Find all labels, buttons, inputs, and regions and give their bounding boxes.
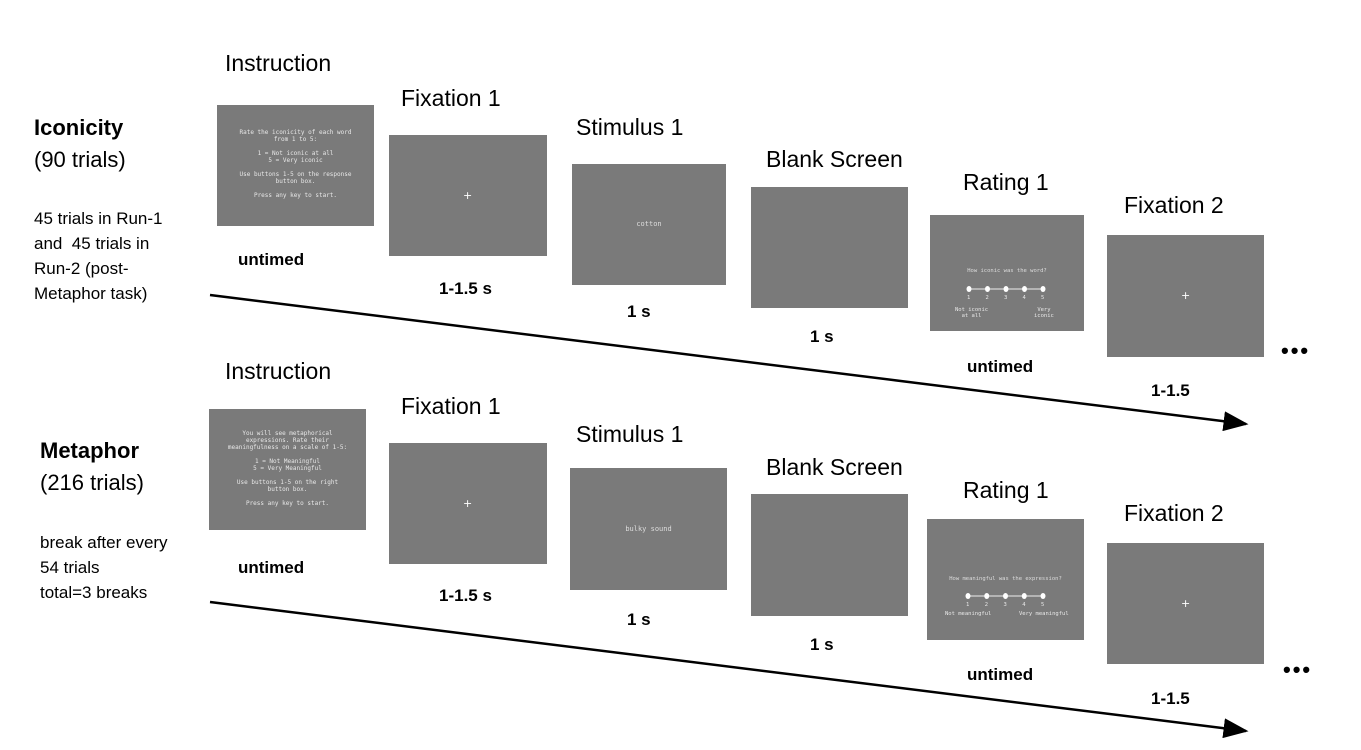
- metaphor-fixation1-duration: 1-1.5 s: [439, 586, 492, 605]
- iconicity-fixation1-title: Fixation 1: [401, 85, 501, 111]
- metaphor-stimulus1-title: Stimulus 1: [576, 421, 684, 447]
- metaphor-ellipsis: •••: [1283, 657, 1313, 682]
- iconicity-instruction-duration: untimed: [238, 250, 305, 269]
- iconicity-instruction-text: Rate the iconicity of each word from 1 t…: [239, 129, 352, 199]
- metaphor-note: break after every 54 trials total=3 brea…: [40, 533, 168, 602]
- scale-low-label: Not iconic at all: [955, 307, 989, 319]
- metaphor-instruction-text: You will see metaphorical expressions. R…: [227, 430, 348, 507]
- iconicity-stimulus1-title: Stimulus 1: [576, 114, 684, 140]
- metaphor-blank-duration: 1 s: [810, 635, 834, 654]
- metaphor-rating1-title: Rating 1: [963, 477, 1049, 503]
- metaphor-fixation2-title: Fixation 2: [1124, 500, 1224, 526]
- metaphor-fixation2-duration: 1-1.5: [1151, 689, 1190, 708]
- metaphor-rating1-duration: untimed: [967, 665, 1034, 684]
- fixation-cross-icon: +: [463, 497, 473, 510]
- metaphor-fixation1-screen: +: [389, 443, 547, 564]
- metaphor-rating1-screen: How meaningful was the expression? 1 2 3…: [927, 519, 1084, 640]
- iconicity-instruction-title: Instruction: [225, 50, 332, 76]
- iconicity-instruction-screen: Rate the iconicity of each word from 1 t…: [217, 105, 374, 226]
- iconicity-fixation1-duration: 1-1.5 s: [439, 279, 492, 298]
- iconicity-blank-duration: 1 s: [810, 327, 834, 346]
- iconicity-stimulus1-screen: cotton: [572, 164, 726, 285]
- metaphor-instruction-screen: You will see metaphorical expressions. R…: [209, 409, 366, 530]
- scale-number: 4: [1022, 602, 1026, 608]
- rating-scale-icon: [965, 593, 1046, 599]
- metaphor-fixation1-title: Fixation 1: [401, 393, 501, 419]
- iconicity-rating1-title: Rating 1: [963, 169, 1049, 195]
- iconicity-blank-screen: [751, 187, 908, 308]
- scale-number: 4: [1022, 295, 1026, 301]
- iconicity-rating-question: How iconic was the word?: [967, 268, 1047, 274]
- scale-number: 1: [967, 295, 971, 301]
- metaphor-task-name: Metaphor: [40, 438, 139, 463]
- iconicity-timeline-arrow: [209, 293, 1249, 432]
- metaphor-blank-title: Blank Screen: [766, 454, 903, 480]
- scale-number: 5: [1041, 602, 1045, 608]
- scale-number: 3: [1004, 295, 1008, 301]
- metaphor-stimulus1-screen: bulky sound: [570, 468, 727, 590]
- iconicity-fixation1-screen: +: [389, 135, 547, 256]
- metaphor-timeline-arrow: [209, 600, 1249, 739]
- iconicity-blank-title: Blank Screen: [766, 146, 903, 172]
- metaphor-stimulus-word: bulky sound: [625, 525, 672, 533]
- metaphor-fixation2-screen: +: [1107, 543, 1264, 664]
- iconicity-trial-count: (90 trials): [34, 147, 126, 172]
- metaphor-stimulus1-duration: 1 s: [627, 610, 651, 629]
- iconicity-stimulus1-duration: 1 s: [627, 302, 651, 321]
- metaphor-rating-question: How meaningful was the expression?: [949, 576, 1062, 582]
- iconicity-fixation2-duration: 1-1.5: [1151, 381, 1190, 400]
- fixation-cross-icon: +: [1181, 289, 1191, 302]
- fixation-cross-icon: +: [1181, 597, 1191, 610]
- fixation-cross-icon: +: [463, 189, 473, 202]
- iconicity-rating1-duration: untimed: [967, 357, 1034, 376]
- scale-number: 3: [1003, 602, 1007, 608]
- iconicity-task-name: Iconicity: [34, 115, 124, 140]
- scale-low-label: Not meaningful: [945, 611, 992, 617]
- iconicity-ellipsis: •••: [1281, 338, 1311, 363]
- metaphor-trial-count: (216 trials): [40, 470, 144, 495]
- metaphor-blank-screen: [751, 494, 908, 616]
- iconicity-rating1-screen: How iconic was the word? 1 2 3 4 5 Not i…: [930, 215, 1084, 331]
- metaphor-instruction-title: Instruction: [225, 358, 332, 384]
- iconicity-fixation2-screen: +: [1107, 235, 1264, 357]
- iconicity-note: 45 trials in Run-1 and 45 trials in Run-…: [34, 209, 163, 303]
- scale-number: 2: [984, 602, 989, 608]
- iconicity-fixation2-title: Fixation 2: [1124, 192, 1224, 218]
- scale-number: 1: [966, 602, 970, 608]
- scale-high-label: Very iconic: [1034, 307, 1054, 319]
- scale-number: 5: [1041, 295, 1045, 301]
- rating-scale-icon: [966, 286, 1046, 292]
- metaphor-instruction-duration: untimed: [238, 558, 305, 577]
- iconicity-stimulus-word: cotton: [636, 220, 662, 228]
- scale-high-label: Very meaningful: [1019, 611, 1069, 617]
- scale-number: 2: [985, 295, 989, 301]
